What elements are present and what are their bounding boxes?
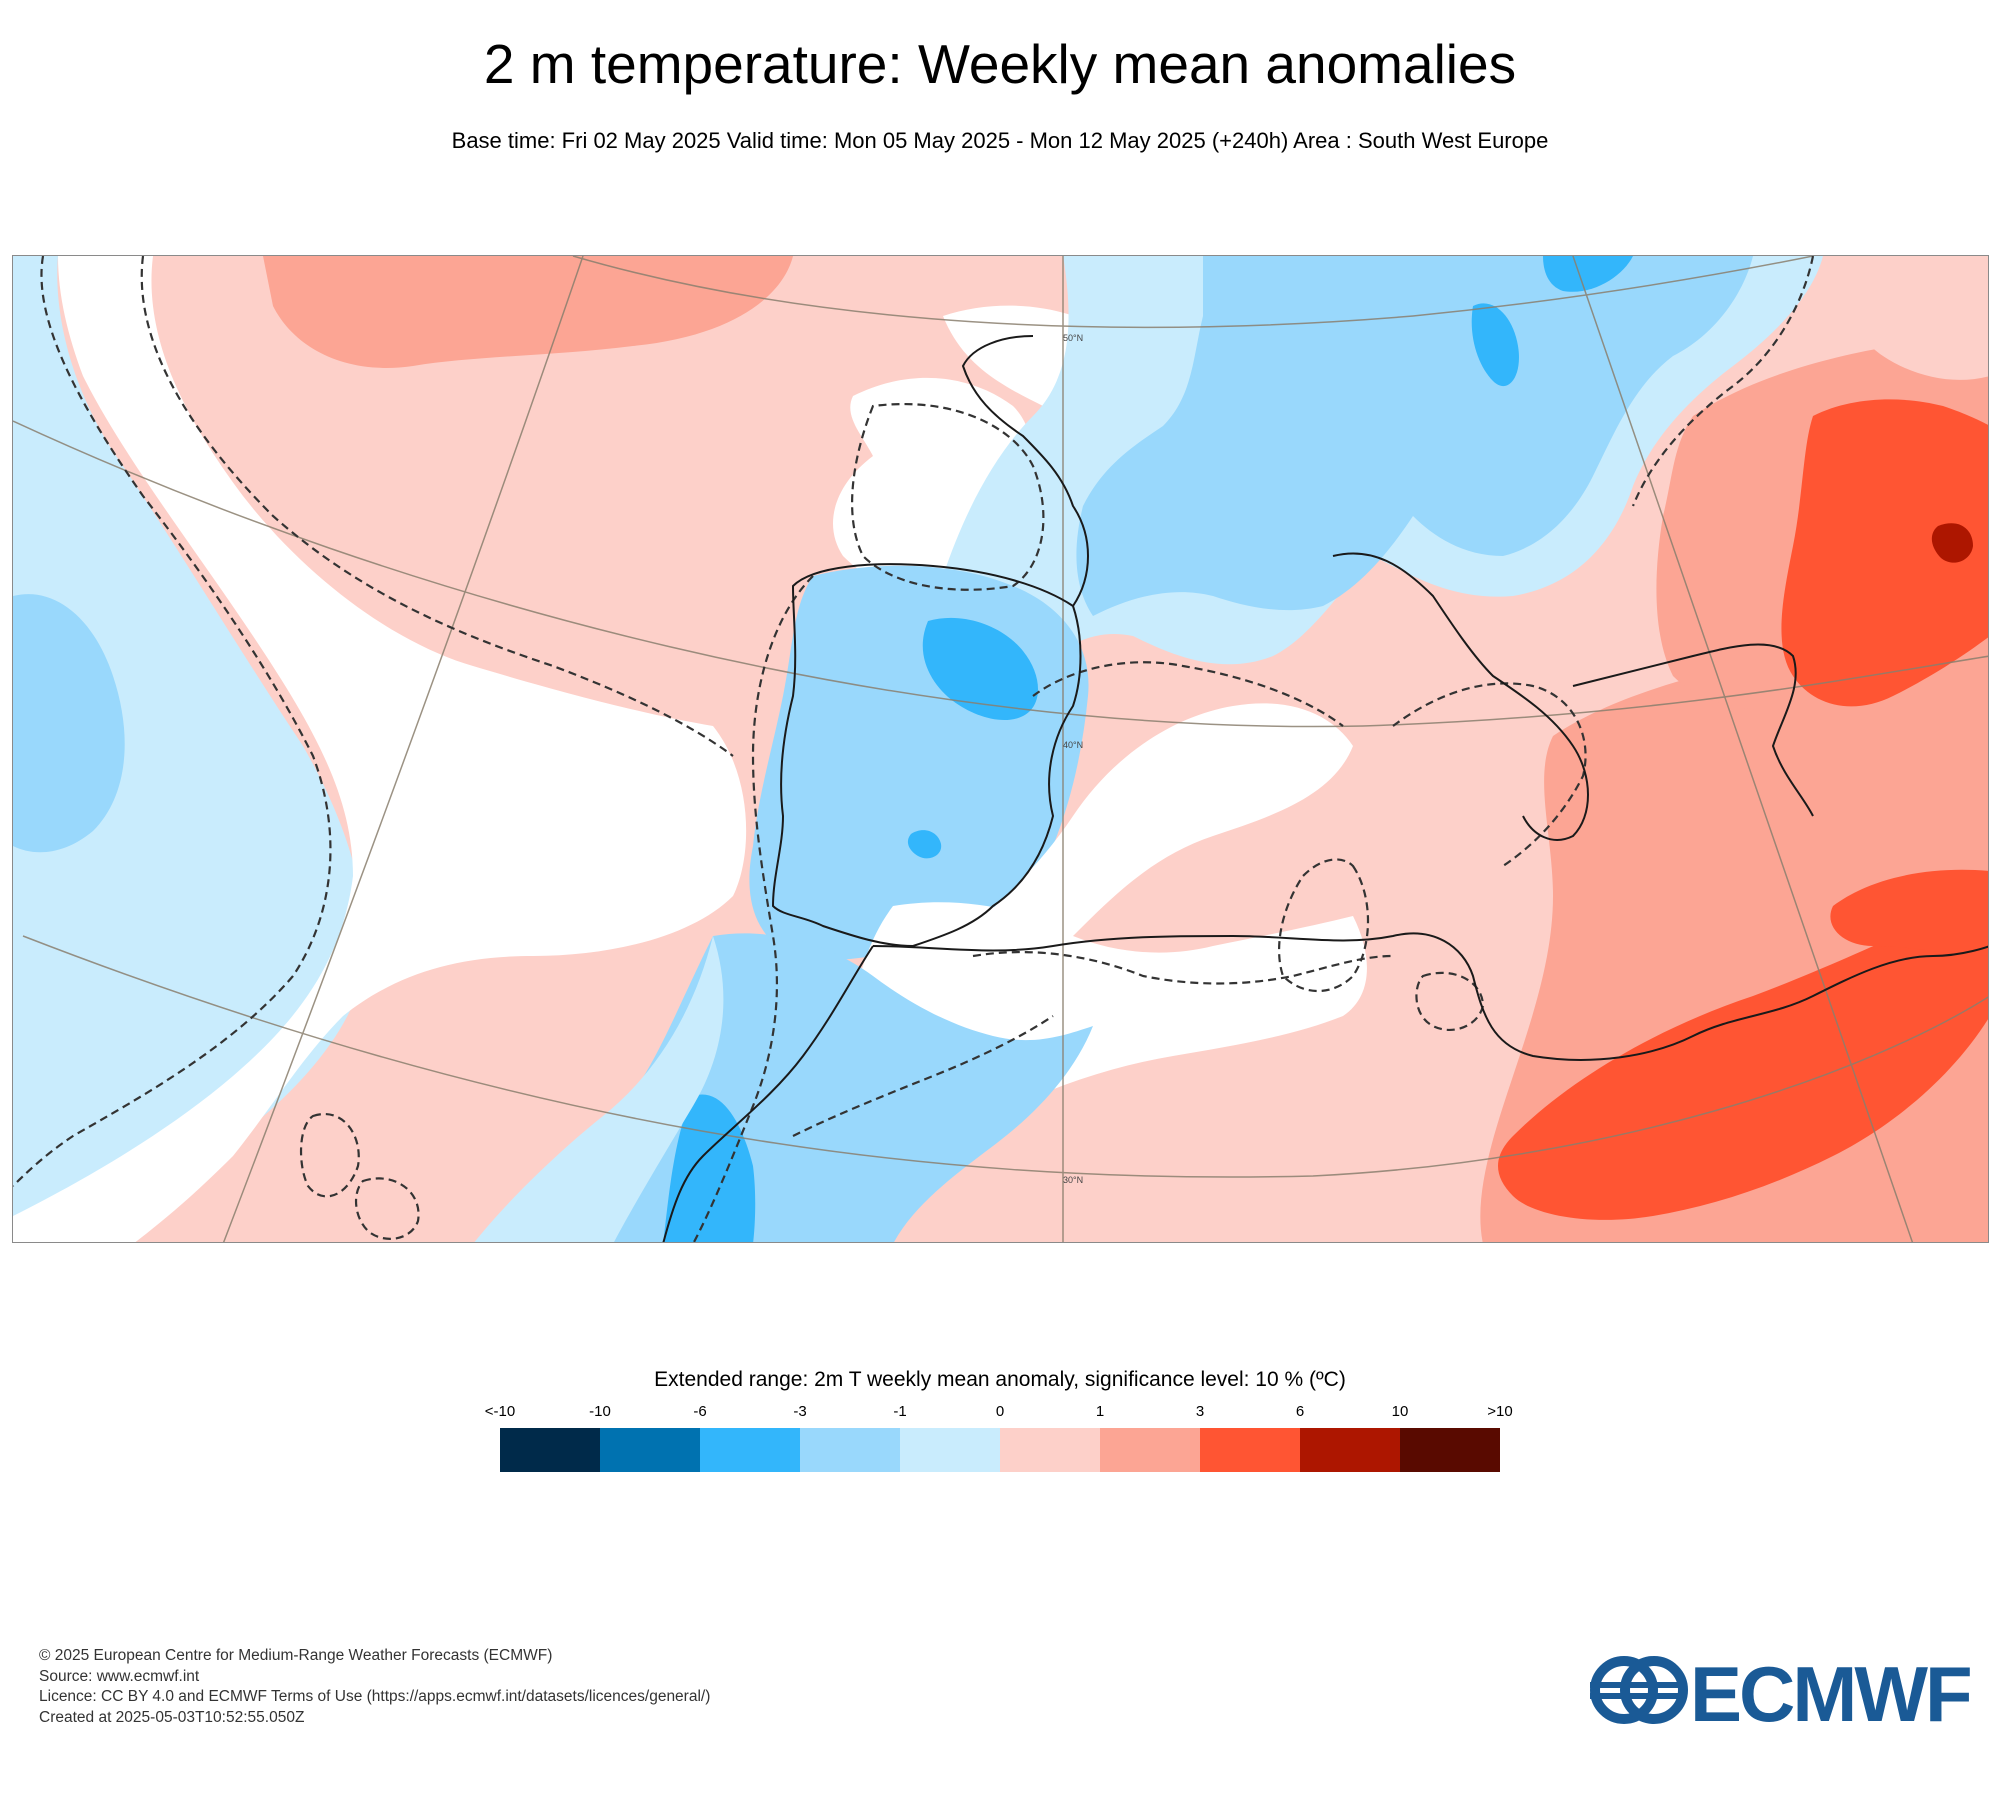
legend-tick: 6 [1295, 1403, 1305, 1420]
significance-contour [1277, 858, 1370, 993]
legend-colorbar [500, 1428, 1500, 1472]
significance-contour [299, 1113, 360, 1198]
significance-contour [792, 1015, 1054, 1137]
south-east-strong-warm-region [1830, 869, 1988, 956]
morocco-strong-cool-region [663, 1094, 756, 1242]
significance-contour [1631, 256, 1815, 507]
anomaly-map: 50°N 40°N 30°N [12, 255, 1989, 1243]
chart-title: 2 m temperature: Weekly mean anomalies [483, 33, 1517, 95]
graticule-line [22, 935, 1988, 1178]
footer-copyright: © 2025 European Centre for Medium-Range … [39, 1647, 553, 1664]
legend-swatch [600, 1428, 700, 1472]
significance-contour [692, 575, 814, 1242]
legend-tick: 0 [995, 1403, 1005, 1420]
legend-ticks: <-10 -10 -6 -3 -1 0 1 3 6 10 >10 [485, 1403, 1513, 1423]
significance-contour [1392, 682, 1587, 867]
north-east-mild-warm-region [1833, 256, 1988, 380]
greece-very-warm-region [1931, 523, 1973, 563]
legend-swatch [800, 1428, 900, 1472]
footer-source: Source: www.ecmwf.int [39, 1667, 200, 1685]
legend-tick: >10 [1487, 1403, 1513, 1420]
balkans-coastline [1572, 643, 1814, 817]
legend-title: Extended range: 2m T weekly mean anomaly… [654, 1368, 1346, 1391]
sahara-strong-warm-region [1498, 906, 1988, 1220]
significance-contour [140, 256, 734, 757]
coastlines [662, 335, 1988, 1242]
footer: © 2025 European Centre for Medium-Range … [39, 1646, 710, 1728]
atlantic-mild-cool-region [13, 256, 365, 1242]
significance-contours [13, 256, 1815, 1242]
legend-tick: -6 [693, 1403, 707, 1420]
baltic-strong-cool-region [1543, 256, 1633, 292]
legend-swatch [900, 1428, 1000, 1472]
legend-tick: 1 [1095, 1403, 1105, 1420]
legend-tick: <-10 [484, 1403, 516, 1420]
chart-subtitle: Base time: Fri 02 May 2025 Valid time: M… [451, 128, 1549, 153]
lat-label-40: 40°N [1063, 740, 1083, 750]
legend-swatch [1000, 1428, 1100, 1472]
graticule-line [13, 420, 1988, 728]
significance-contour [355, 1177, 420, 1240]
north-atlantic-warm-region [263, 256, 793, 368]
iberia-strong-cool-region [922, 617, 1038, 721]
legend-swatch [1100, 1428, 1200, 1472]
significance-contour [1032, 661, 1344, 727]
central-europe-cool-region [1076, 256, 1753, 616]
graticule-line [1572, 256, 1914, 1242]
iberia-strong-cool-spot [907, 830, 942, 859]
significance-contour [13, 256, 332, 1187]
north-africa-coastline [872, 932, 1988, 1061]
ecmwf-logo-text: ECMWF [1690, 1650, 1973, 1738]
graticule-line [222, 256, 584, 1242]
atlantic-coast-mild-cool-region [474, 936, 724, 1242]
iberia-coastline [771, 563, 1082, 948]
legend-swatch [1400, 1428, 1500, 1472]
balkans-strong-warm-region [1781, 399, 1988, 707]
italy-coastline [1332, 552, 1589, 841]
lat-label-50: 50°N [1063, 333, 1083, 343]
legend-swatch [500, 1428, 600, 1472]
footer-licence: Licence: CC BY 4.0 and ECMWF Terms of Us… [39, 1688, 711, 1705]
legend-tick: 10 [1391, 1403, 1409, 1420]
legend-tick: -1 [893, 1403, 907, 1420]
significance-contour [850, 402, 1045, 591]
legend-swatch [1200, 1428, 1300, 1472]
atlantic-cool-region [13, 594, 125, 853]
map-canvas: 50°N 40°N 30°N [13, 256, 1988, 1242]
legend-tick: -10 [589, 1403, 611, 1420]
significance-contour [1415, 971, 1485, 1031]
legend-tick: -3 [793, 1403, 807, 1420]
atlantic-neutral-region [13, 256, 747, 1242]
graticule [13, 256, 1988, 1242]
central-europe-strong-cool-region [1471, 303, 1519, 387]
legend-swatch [700, 1428, 800, 1472]
ecmwf-logo: ECMWF [1590, 1650, 1973, 1738]
footer-created: Created at 2025-05-03T10:52:55.050Z [39, 1708, 305, 1726]
graticule-line [572, 256, 1814, 329]
legend-tick: 3 [1195, 1403, 1205, 1420]
france-coastline [961, 335, 1089, 607]
lat-label-30: 30°N [1063, 1175, 1083, 1185]
significance-contour [972, 950, 1394, 985]
morocco-coastline [662, 945, 874, 1242]
legend-swatch [1300, 1428, 1400, 1472]
ecmwf-logo-icon [1590, 1656, 1688, 1724]
